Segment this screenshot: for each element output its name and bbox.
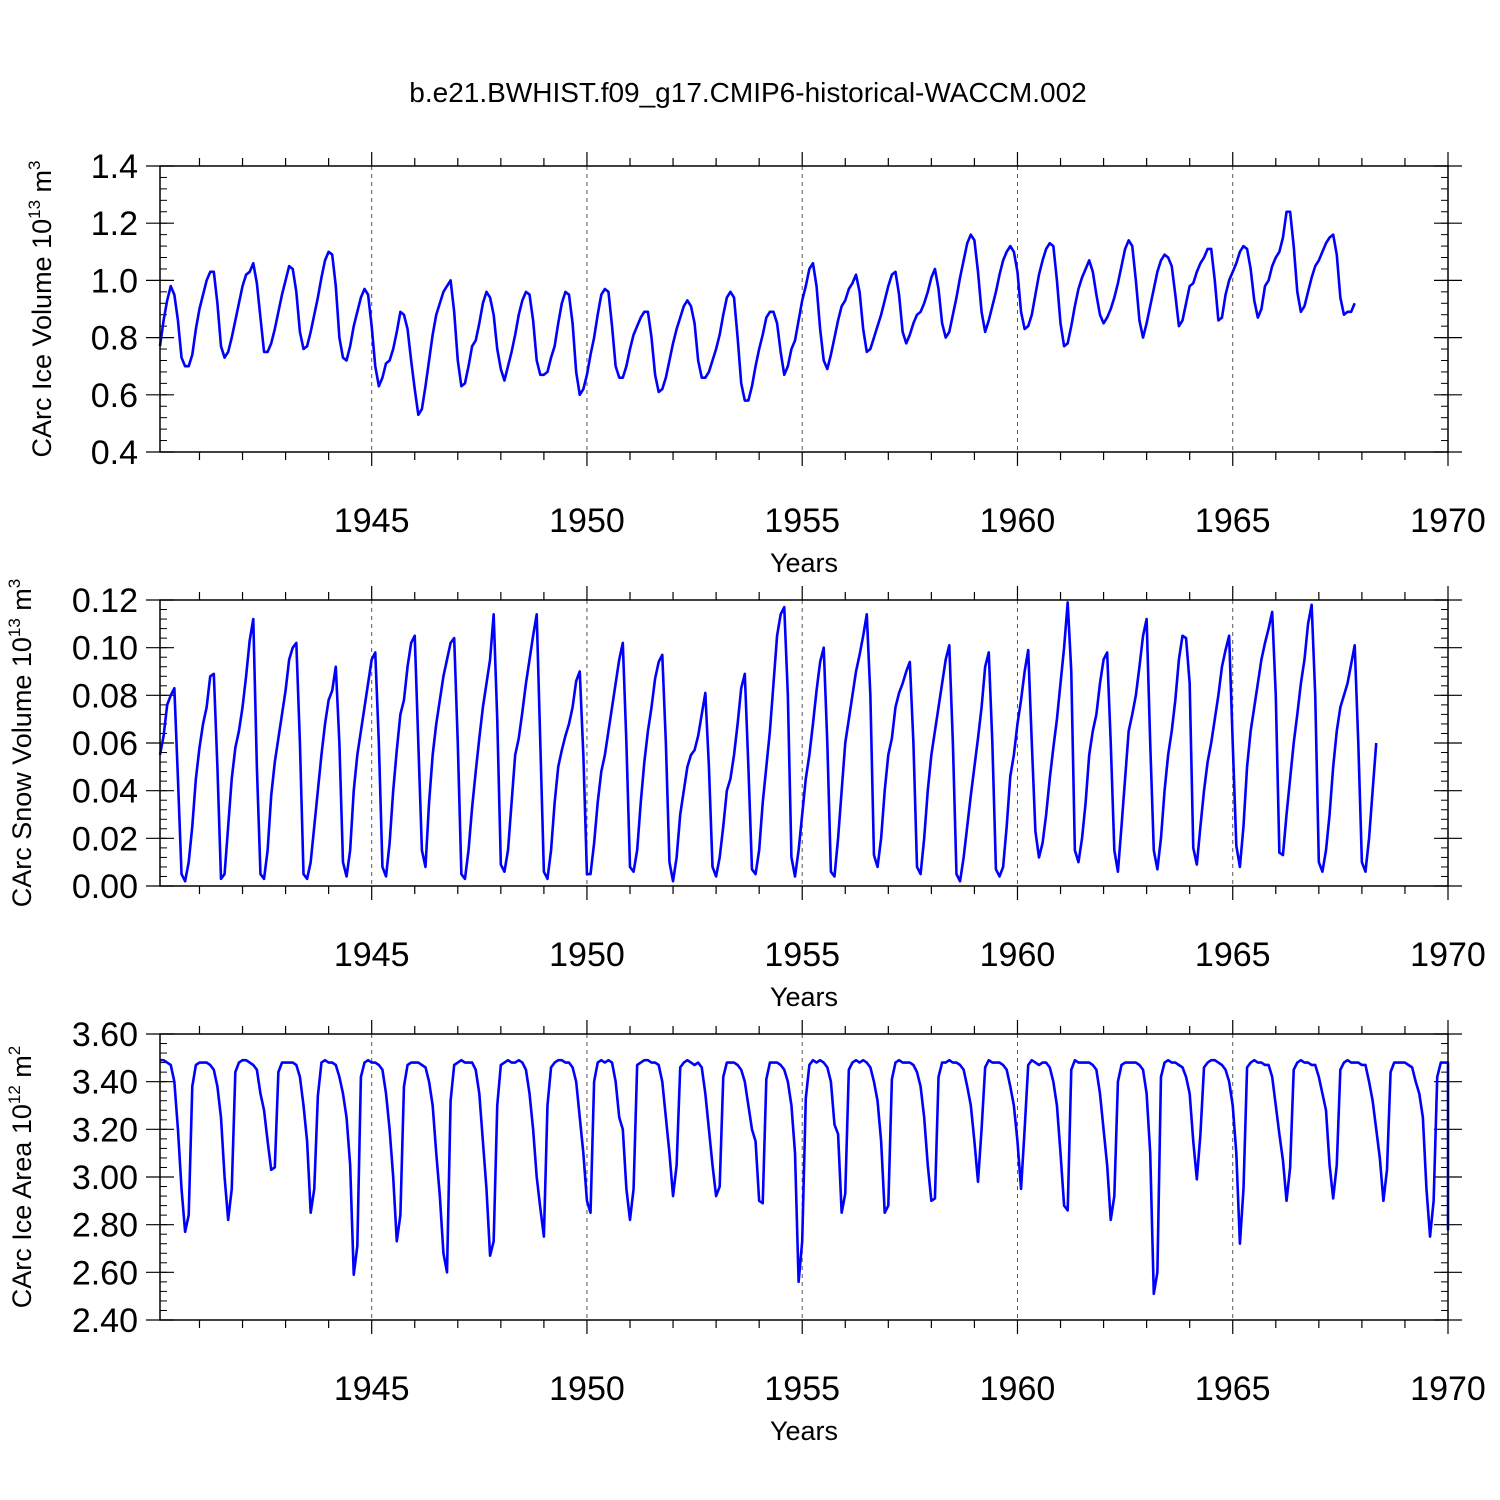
- y-tick-label: 3.60: [72, 1016, 138, 1054]
- y-tick-label: 1.4: [91, 148, 138, 186]
- y-label-main: CArc Snow Volume 10: [7, 637, 37, 907]
- y-tick-label: 0.00: [72, 868, 138, 906]
- x-tick-label: 1945: [334, 502, 410, 540]
- y-tick-label: 3.00: [72, 1159, 138, 1197]
- y-tick-label: 2.40: [72, 1302, 138, 1340]
- y-label-main: CArc Ice Area 10: [7, 1104, 37, 1308]
- x-tick-label: 1945: [334, 1370, 410, 1408]
- x-tick-label: 1955: [764, 1370, 840, 1408]
- y-tick-label: 3.40: [72, 1064, 138, 1102]
- x-tick-label: 1970: [1410, 1370, 1486, 1408]
- y-axis-label: CArc Ice Area 1012 m2: [5, 1046, 37, 1309]
- x-tick-label: 1970: [1410, 502, 1486, 540]
- plot-frame: [159, 1033, 1449, 1321]
- x-tick-label: 1955: [764, 502, 840, 540]
- y-tick-label: 0.02: [72, 820, 138, 858]
- chart-title: b.e21.BWHIST.f09_g17.CMIP6-historical-WA…: [409, 77, 1086, 108]
- y-tick-label: 1.0: [91, 262, 138, 300]
- x-tick-label: 1950: [549, 502, 625, 540]
- y-label-exponent: 12: [5, 1085, 24, 1104]
- y-axis-label: CArc Snow Volume 1013 m3: [5, 579, 37, 908]
- y-tick-label: 0.10: [72, 630, 138, 668]
- panel-ice-volume: 0.4 0.6 0.8 1.0 1.2 1.4 1945 1950 1955 1960 1965 19…: [25, 148, 1486, 578]
- x-tick-label: 1965: [1195, 502, 1271, 540]
- x-tick-label: 1960: [980, 1370, 1056, 1408]
- series-line: [158, 210, 1356, 417]
- y-label-exponent: 13: [25, 200, 44, 219]
- y-label-unit: m: [7, 588, 37, 618]
- panel-ice-area: 2.40 2.60 2.80 3.00 3.20 3.40 3.60 1945 1950 1955…: [5, 1016, 1486, 1446]
- x-axis-label: Years: [770, 548, 838, 578]
- x-tick-label: 1950: [549, 1370, 625, 1408]
- y-tick-label: 2.60: [72, 1254, 138, 1292]
- x-tick-label: 1960: [980, 502, 1056, 540]
- x-tick-label: 1950: [549, 936, 625, 974]
- y-label-exponent: 13: [5, 618, 24, 637]
- x-tick-label: 1965: [1195, 936, 1271, 974]
- y-label-unit-exponent: 2: [5, 1046, 24, 1055]
- x-tick-label: 1970: [1410, 936, 1486, 974]
- series-line: [160, 1058, 1450, 1296]
- x-tick-label: 1945: [334, 936, 410, 974]
- y-label-unit-exponent: 3: [5, 579, 24, 588]
- x-axis-label: Years: [770, 1416, 838, 1446]
- x-tick-label: 1965: [1195, 1370, 1271, 1408]
- y-tick-label: 2.80: [72, 1207, 138, 1245]
- plot-frame: [159, 165, 1449, 453]
- y-label-unit-exponent: 3: [25, 160, 44, 169]
- y-label-main: CArc Ice Volume 10: [27, 219, 57, 458]
- panel-snow-volume: 0.00 0.02 0.04 0.06 0.08 0.10 0.12 1945 1950 1955…: [5, 579, 1486, 1012]
- x-tick-label: 1960: [980, 936, 1056, 974]
- y-tick-label: 3.20: [72, 1111, 138, 1149]
- y-tick-label: 0.08: [72, 677, 138, 715]
- y-tick-label: 0.04: [72, 773, 138, 811]
- y-tick-label: 0.4: [91, 434, 138, 472]
- y-label-unit: m: [27, 170, 57, 200]
- x-axis-label: Years: [770, 982, 838, 1012]
- y-tick-label: 0.8: [91, 320, 138, 358]
- plot-frame: [159, 599, 1449, 887]
- y-tick-label: 0.06: [72, 725, 138, 763]
- x-tick-label: 1955: [764, 936, 840, 974]
- y-tick-label: 0.12: [72, 582, 138, 620]
- series-line: [158, 601, 1378, 883]
- y-tick-label: 0.6: [91, 377, 138, 415]
- y-tick-label: 1.2: [91, 205, 138, 243]
- y-axis-label: CArc Ice Volume 1013 m3: [25, 160, 57, 457]
- y-label-unit: m: [7, 1055, 37, 1085]
